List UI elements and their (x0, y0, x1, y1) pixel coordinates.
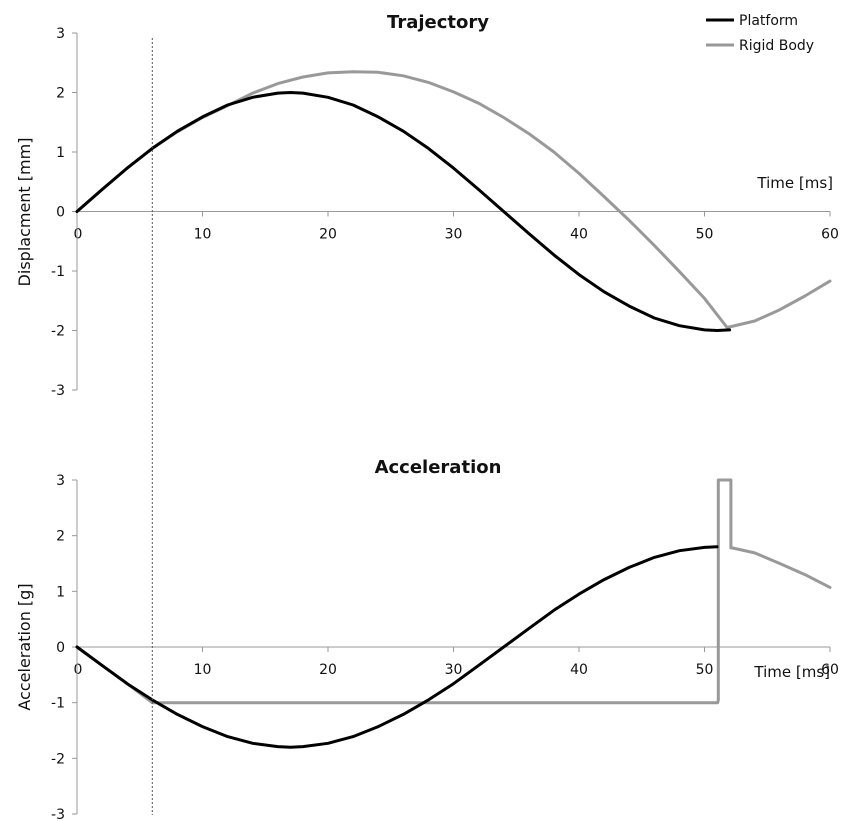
series-line-platform (75, 545, 719, 749)
x-axis-label: Time [ms] (756, 174, 833, 192)
x-tick-label: 20 (319, 227, 337, 243)
y-tick-label: -2 (51, 751, 65, 767)
x-tick-label: 0 (74, 662, 83, 678)
trajectory-panel: Trajectory Displacment [mm] Time [ms] 3 2… (15, 12, 839, 399)
x-tick-label: 60 (821, 227, 839, 243)
legend-label-rigid-body: Rigid Body (739, 38, 814, 54)
x-tick-label: 40 (570, 662, 588, 678)
y-tick-label: -1 (51, 696, 65, 712)
acceleration-panel: Acceleration Acceleration [g] Time [ms] … (15, 457, 839, 821)
y-axis-label: Acceleration [g] (15, 583, 34, 710)
x-tick-label: 30 (445, 227, 463, 243)
chart-title: Trajectory (387, 12, 489, 33)
legend-label-platform: Platform (739, 13, 798, 29)
x-tick-label: 10 (194, 227, 212, 243)
x-tick-label: 40 (570, 227, 588, 243)
x-tick-label: 30 (445, 662, 463, 678)
series-line-platform (75, 91, 732, 332)
series-lines (75, 70, 832, 332)
x-tick-label: 50 (696, 662, 714, 678)
y-tick-label: 1 (56, 584, 65, 600)
y-tick-label: 3 (56, 473, 65, 489)
y-tick-label: 2 (56, 86, 65, 102)
chart-title: Acceleration (375, 457, 502, 478)
x-axis-label: Time [ms] (753, 663, 830, 681)
y-tick-label: 3 (56, 26, 65, 42)
x-tick-label: 10 (194, 662, 212, 678)
series-lines (75, 478, 832, 749)
y-axis-label: Displacment [mm] (15, 138, 34, 287)
y-tick-label: 0 (56, 640, 65, 656)
y-tick-label: -3 (51, 383, 65, 399)
axes (72, 32, 831, 391)
series-line-rigid-body (75, 70, 832, 329)
y-tick-label: 0 (56, 205, 65, 221)
x-tick-label: 50 (696, 227, 714, 243)
legend: Platform Rigid Body (706, 13, 814, 54)
y-tick-label: -1 (51, 264, 65, 280)
y-tick-label: 2 (56, 529, 65, 545)
x-tick-label: 0 (74, 227, 83, 243)
y-tick-label: -2 (51, 324, 65, 340)
x-tick-label: 60 (821, 662, 839, 678)
y-tick-label: 1 (56, 145, 65, 161)
axes (72, 479, 831, 815)
y-tick-label: -3 (51, 807, 65, 821)
x-tick-label: 20 (319, 662, 337, 678)
